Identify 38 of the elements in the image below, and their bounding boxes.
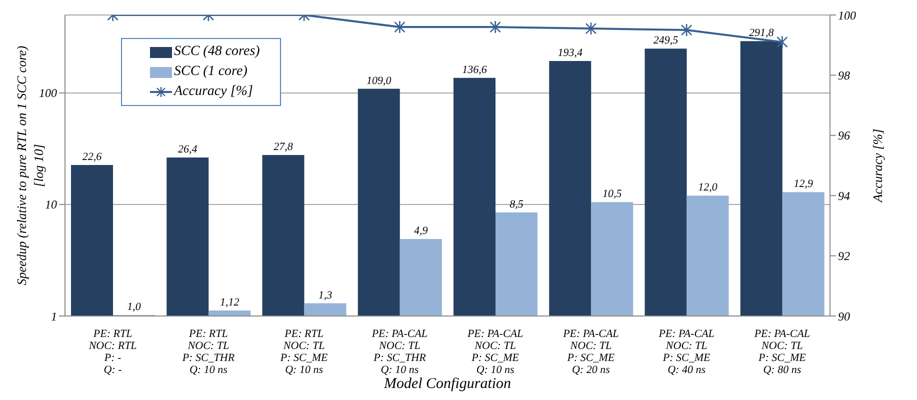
y-tick-label: 1 <box>51 309 57 324</box>
legend-label: SCC (48 cores) <box>174 44 260 60</box>
data-label: 1,0 <box>127 301 142 313</box>
data-label: 4,9 <box>414 225 428 238</box>
y-tick-label: 100 <box>39 86 57 100</box>
x-tick-label: PE: PA-CAL NOC: TL P: SC_THR Q: 10 ns <box>370 328 428 376</box>
data-label: 12,0 <box>698 182 718 194</box>
data-label: 291,8 <box>749 27 774 40</box>
x-tick-label: PE: PA-CAL NOC: TL P: SC_ME Q: 80 ns <box>753 328 810 376</box>
x-tick-label: PE: RTL NOC: RTL P: - Q: - <box>88 328 137 376</box>
y2-tick-label: 96 <box>838 128 850 143</box>
x-tick-label: PE: RTL NOC: TL P: SC_THR Q: 10 ns <box>181 328 235 376</box>
data-label: 10,5 <box>602 188 622 200</box>
data-label: 27,8 <box>274 140 294 153</box>
x-tick-label: PE: RTL NOC: TL P: SC_ME Q: 10 ns <box>279 328 328 376</box>
data-label: 12,9 <box>794 178 814 190</box>
data-label: 109,0 <box>366 74 392 87</box>
y2-axis-title: Accuracy [%] <box>870 128 885 204</box>
legend-label: SCC (1 core) <box>174 64 248 80</box>
data-label: 136,6 <box>462 64 488 76</box>
x-tick-label: PE: PA-CAL NOC: TL P: SC_ME Q: 20 ns <box>562 328 619 376</box>
y2-tick-label: 90 <box>838 309 850 324</box>
y2-tick-label: 92 <box>838 249 850 264</box>
legend-label: Accuracy [%] <box>174 84 253 100</box>
x-tick-label: PE: PA-CAL NOC: TL P: SC_ME Q: 10 ns <box>466 328 524 376</box>
y-tick-label: 10 <box>45 198 57 212</box>
y2-tick-label: 100 <box>838 8 856 22</box>
y2-tick-label: 98 <box>838 68 850 82</box>
data-label: 26,4 <box>178 143 198 156</box>
data-label: 1,3 <box>318 289 333 302</box>
data-label: 249,5 <box>653 34 679 47</box>
x-axis-title: Model Configuration <box>382 376 512 392</box>
data-label: 8,5 <box>510 198 524 210</box>
y2-tick-label: 94 <box>838 188 850 203</box>
x-tick-label: PE: PA-CAL NOC: TL P: SC_ME Q: 40 ns <box>658 328 714 376</box>
data-label: 193,4 <box>558 47 583 60</box>
data-label: 1,12 <box>220 296 240 309</box>
data-label: 22,6 <box>82 150 102 163</box>
